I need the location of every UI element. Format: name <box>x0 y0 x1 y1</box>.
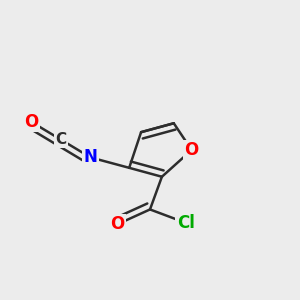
Text: C: C <box>55 132 66 147</box>
Text: N: N <box>84 148 98 166</box>
Text: O: O <box>24 113 38 131</box>
Text: Cl: Cl <box>177 214 195 232</box>
Text: O: O <box>110 215 124 233</box>
Text: O: O <box>184 141 199 159</box>
